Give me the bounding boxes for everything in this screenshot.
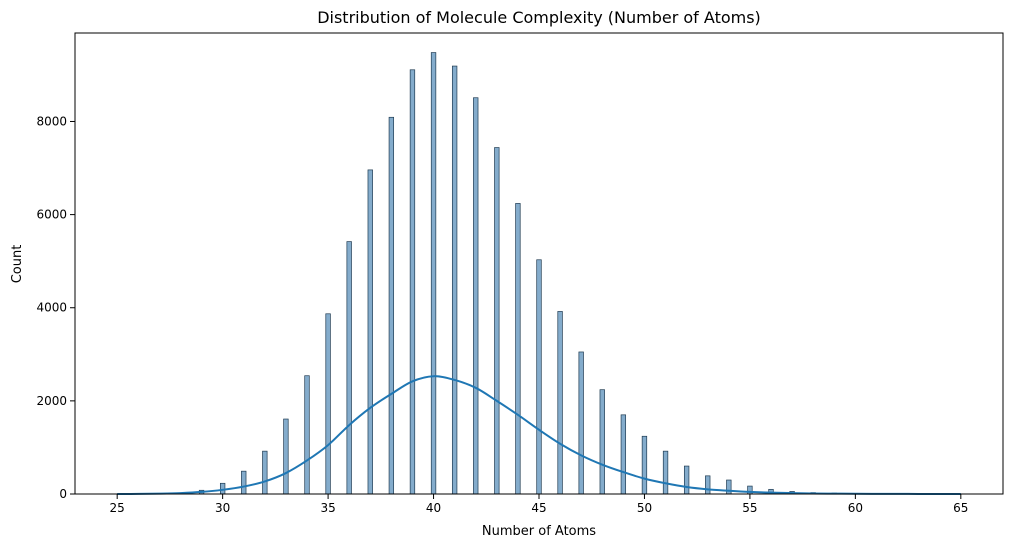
x-tick-label: 30 — [215, 501, 230, 515]
x-tick-label: 55 — [742, 501, 757, 515]
x-tick-label: 45 — [531, 501, 546, 515]
histogram-bar — [262, 450, 268, 495]
histogram-bar — [662, 450, 669, 495]
x-tick-label: 25 — [110, 501, 125, 515]
x-tick-label: 65 — [953, 501, 968, 515]
histogram-bar — [536, 259, 542, 495]
x-tick-label: 35 — [320, 501, 335, 515]
histogram-bar — [304, 375, 310, 495]
histogram-bar — [494, 147, 500, 495]
histogram-bar — [346, 241, 352, 495]
y-axis-ticks: 0 2000 4000 6000 8000 — [36, 114, 75, 501]
histogram-bar — [620, 414, 627, 495]
histogram-bar — [705, 475, 711, 495]
histogram-bar — [241, 470, 247, 495]
histogram-bar — [388, 116, 395, 495]
histogram-bar — [283, 418, 289, 495]
x-axis-label: Number of Atoms — [482, 524, 596, 539]
y-axis-label: Count — [10, 245, 25, 284]
chart-title: Distribution of Molecule Complexity (Num… — [317, 8, 761, 27]
histogram-bar — [409, 69, 416, 495]
histogram-bar — [726, 479, 732, 495]
y-tick-label: 6000 — [36, 208, 67, 222]
histogram-bar — [683, 465, 690, 495]
histogram-bar — [578, 351, 584, 495]
histogram-bar — [451, 65, 458, 495]
x-tick-label: 60 — [848, 501, 863, 515]
y-tick-label: 8000 — [36, 114, 67, 128]
histogram-bar — [557, 311, 563, 495]
x-tick-label: 50 — [637, 501, 652, 515]
histogram-bar — [515, 203, 521, 495]
histogram-bar — [473, 97, 479, 495]
histogram-bar — [367, 169, 373, 495]
x-axis-ticks: 25 30 35 40 45 50 55 60 65 — [110, 494, 968, 515]
histogram-bars — [177, 52, 859, 495]
y-tick-label: 2000 — [36, 394, 67, 408]
histogram-bar — [599, 389, 605, 495]
y-tick-label: 0 — [59, 487, 67, 501]
histogram-bar — [641, 435, 648, 495]
y-tick-label: 4000 — [36, 301, 67, 315]
x-tick-label: 40 — [426, 501, 441, 515]
histogram-bar — [430, 52, 437, 495]
histogram-bar — [325, 313, 331, 495]
